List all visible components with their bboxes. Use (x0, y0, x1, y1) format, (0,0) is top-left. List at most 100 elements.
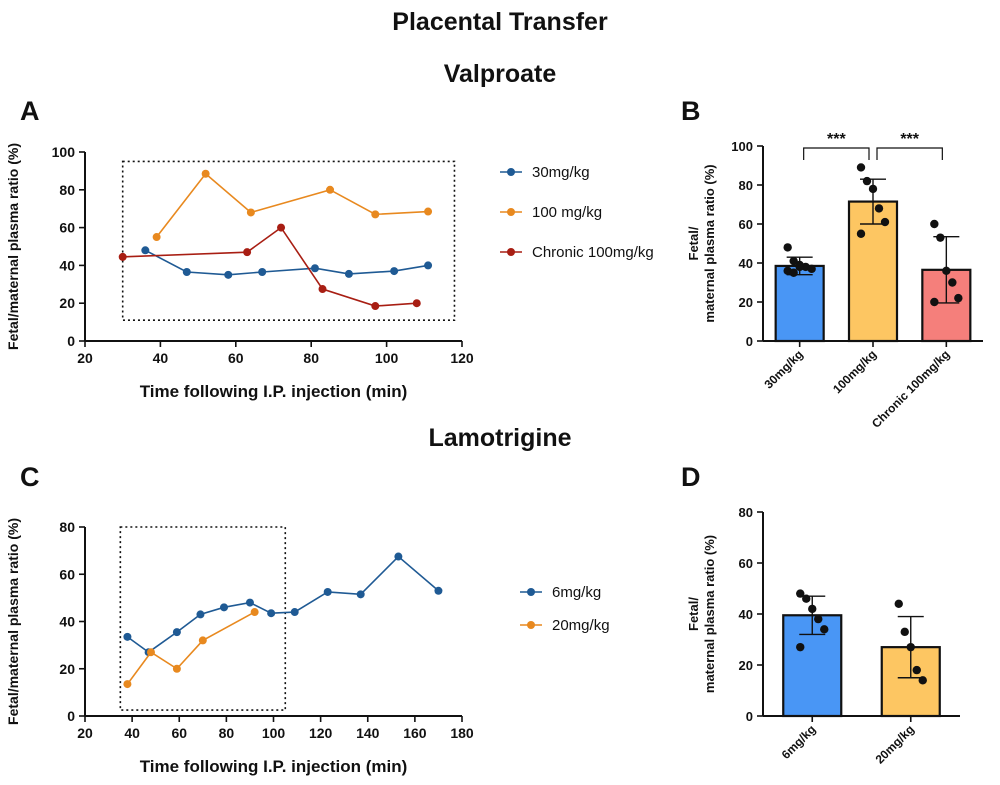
b-y-axis-title-line-2: maternal plasma ratio (%) (702, 164, 717, 322)
a-series-point-0 (224, 270, 233, 279)
a-series-point-2 (243, 248, 252, 257)
panel-letter-b: B (681, 96, 701, 126)
d-data-point-1 (918, 676, 927, 685)
c-legend-marker-0 (527, 588, 535, 596)
c-x-tick-label: 100 (262, 725, 286, 741)
b-data-point-2 (930, 297, 939, 307)
a-series-point-1 (246, 208, 255, 217)
d-y-tick-label: 60 (739, 556, 753, 571)
b-y-tick-label: 0 (746, 334, 753, 349)
figure-title: Placental Transfer (392, 8, 608, 36)
b-y-tick-label: 60 (739, 217, 753, 232)
d-y-tick-label: 0 (746, 709, 753, 724)
a-series-point-2 (318, 285, 327, 294)
a-series-point-2 (412, 299, 421, 308)
c-series-point-0 (172, 628, 181, 637)
c-series-point-0 (220, 603, 229, 612)
a-dotted-box (121, 160, 456, 322)
d-data-point-1 (906, 642, 915, 652)
d-y-tick-label: 40 (739, 607, 753, 622)
a-legend-label-0: 30mg/kg (532, 164, 590, 181)
d-category-label-1: 20mg/kg (873, 722, 917, 766)
c-series-point-0 (245, 598, 254, 607)
c-y-tick-label: 60 (59, 566, 75, 582)
a-legend-marker-0 (507, 168, 515, 176)
a-series-point-0 (182, 268, 191, 277)
b-bar-0 (774, 264, 825, 343)
c-x-tick-label: 140 (356, 725, 380, 741)
a-y-tick-label: 80 (59, 182, 75, 198)
a-y-tick-label: 60 (59, 220, 75, 236)
c-series-point-0 (267, 609, 276, 618)
b-y-tick-label: 80 (739, 178, 753, 193)
b-data-point-0 (795, 262, 804, 272)
d-y-tick-label: 80 (739, 505, 753, 520)
a-series-point-0 (141, 246, 150, 255)
a-y-tick-label: 20 (59, 295, 75, 311)
a-x-tick-label: 120 (450, 350, 474, 366)
c-y-tick-label: 40 (59, 614, 75, 630)
a-x-tick-label: 60 (228, 350, 244, 366)
d-category-label-0: 6mg/kg (779, 722, 819, 762)
b-data-point-1 (874, 204, 884, 213)
a-series-point-2 (277, 223, 286, 232)
b-data-point-0 (807, 264, 816, 274)
c-legend-marker-1 (527, 621, 535, 629)
c-y-tick-label: 20 (59, 661, 75, 677)
d-data-point-0 (808, 604, 817, 614)
a-series-point-0 (258, 268, 267, 277)
a-series-point-0 (344, 269, 353, 278)
b-data-point-2 (930, 219, 939, 229)
a-y-tick-label: 100 (52, 144, 76, 160)
b-data-point-1 (880, 217, 890, 227)
b-y-tick-label: 100 (731, 139, 753, 154)
d-data-point-0 (814, 614, 823, 624)
a-x-tick-label: 40 (153, 350, 169, 366)
b-significance-label-1: *** (900, 131, 919, 148)
b-data-point-2 (936, 233, 945, 242)
b-data-point-1 (856, 229, 866, 238)
a-y-tick-label: 40 (59, 257, 75, 273)
c-series-point-0 (196, 610, 205, 619)
c-series-point-0 (323, 587, 332, 596)
c-y-axis-title: Fetal/maternal plasma ratio (%) (5, 518, 21, 725)
c-series-point-0 (290, 608, 299, 617)
c-series-point-0 (356, 590, 365, 599)
d-data-point-0 (796, 589, 805, 598)
a-series-point-1 (424, 207, 433, 216)
c-x-tick-label: 20 (77, 725, 93, 741)
panel-letter-a: A (20, 96, 40, 126)
c-series-point-0 (123, 632, 132, 641)
a-series-point-1 (152, 233, 161, 242)
d-data-point-0 (802, 594, 811, 603)
b-significance-label-0: *** (827, 131, 846, 148)
c-legend-label-1: 20mg/kg (552, 617, 610, 634)
b-data-point-1 (856, 163, 866, 172)
b-significance-bracket-1 (876, 147, 943, 160)
a-series-point-1 (371, 210, 380, 219)
c-x-tick-label: 160 (403, 725, 427, 741)
c-dotted-box (119, 526, 287, 711)
b-data-point-2 (942, 266, 951, 275)
a-series-line-1 (155, 172, 429, 238)
d-y-axis-title-line-1: Fetal/ (686, 597, 701, 631)
c-series-point-1 (250, 608, 259, 617)
b-bar-1 (847, 200, 899, 343)
c-series-point-1 (198, 636, 207, 645)
a-series-point-1 (201, 169, 210, 178)
b-data-point-0 (789, 256, 798, 266)
c-series-point-1 (146, 648, 155, 657)
panel-letter-c: C (20, 462, 40, 492)
c-series-line-0 (126, 555, 439, 654)
a-x-tick-label: 20 (77, 350, 93, 366)
c-x-tick-label: 60 (171, 725, 187, 741)
a-series-line-2 (122, 226, 417, 307)
a-series-point-2 (118, 252, 127, 261)
a-x-axis-title: Time following I.P. injection (min) (140, 382, 408, 401)
c-series-point-1 (172, 664, 181, 673)
a-x-tick-label: 100 (375, 350, 399, 366)
